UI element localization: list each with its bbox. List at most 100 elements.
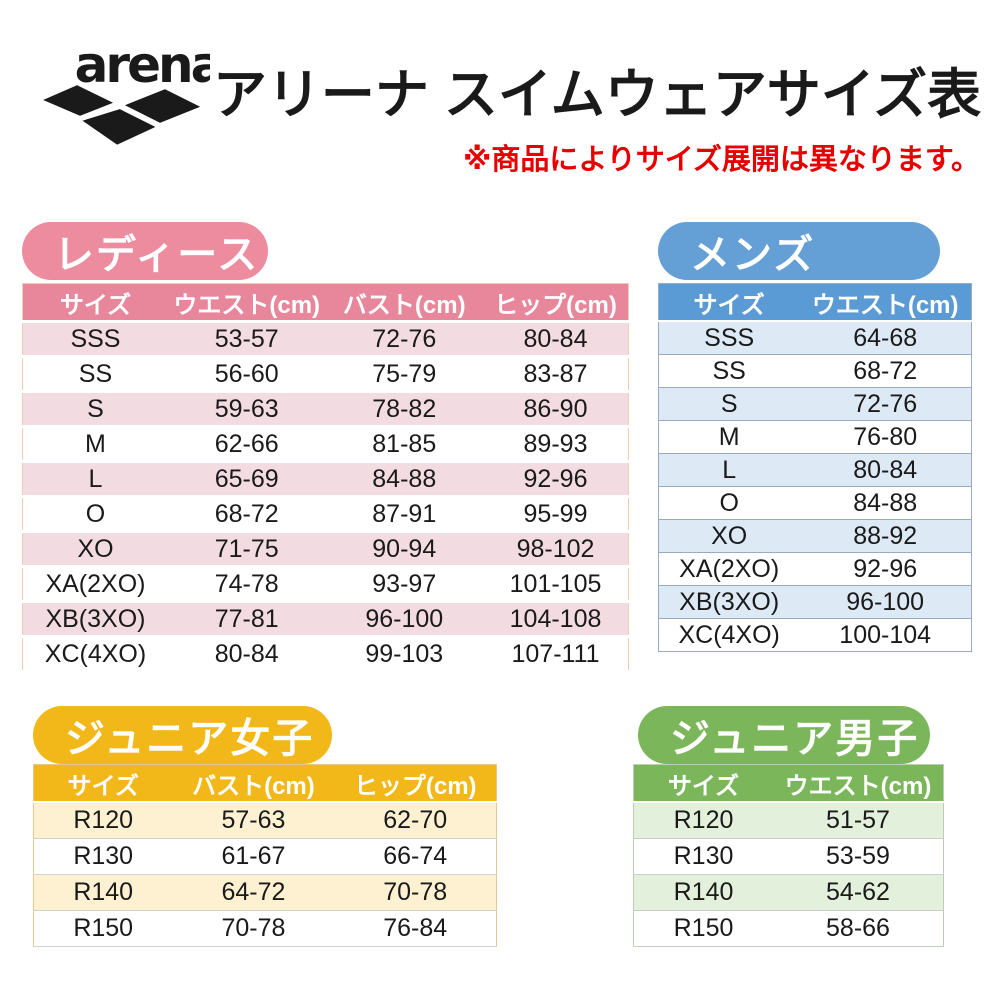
measurement-cell: 101-105 (509, 569, 602, 598)
measurement-cell: 95-99 (523, 499, 588, 528)
page-title: アリーナ スイムウェアサイズ表 (212, 65, 982, 125)
table-row: R120 57-63 62-70 (33, 802, 497, 839)
size-cell: XB(3XO) (679, 587, 780, 616)
measurement-cell: 83-87 (523, 359, 588, 388)
measurement-cell: 93-97 (372, 569, 437, 598)
table-row: M 76-80 (658, 421, 972, 454)
table-row: R130 61-67 66-74 (33, 839, 497, 875)
disclaimer-note: ※商品によりサイズ展開は異なります。 (463, 144, 980, 176)
measurement-cell: 89-93 (523, 429, 588, 458)
badge-junior-boys: ジュニア男子 (638, 706, 930, 764)
table-row: XA(2XO) 74-78 93-97 101-105 (22, 567, 629, 602)
header-row: サイズ ウエスト(cm) (633, 764, 944, 803)
measurement-cell: 65-69 (214, 464, 279, 493)
measurement-cell: 86-90 (523, 394, 588, 423)
column-header: ヒップ(cm) (334, 764, 497, 803)
table-row: XB(3XO) 96-100 (658, 585, 972, 619)
measurement-cell: 77-81 (214, 604, 279, 633)
junior-boys-size-table: サイズ ウエスト(cm) R120 51-57 R130 53-59 R140 54-62 R1… (633, 764, 944, 947)
size-cell: R150 (73, 914, 134, 942)
table-row: O 84-88 (658, 487, 972, 520)
measurement-cell: 96-100 (846, 587, 925, 616)
column-header: サイズ (33, 764, 173, 803)
measurement-cell: 72-76 (372, 324, 437, 353)
size-cell: XC(4XO) (678, 620, 780, 649)
column-header: バスト(cm) (172, 764, 335, 803)
measurement-cell: 68-72 (214, 499, 279, 528)
measurement-cell: 99-103 (365, 639, 444, 668)
mens-size-table: サイズ ウエスト(cm) SSS 64-68 SS 68-72 S 72-76 M 76-80 L 8… (658, 283, 972, 652)
table-row: R150 70-78 76-84 (33, 911, 497, 947)
column-header: サイズ (22, 283, 168, 323)
table-row: SSS 64-68 (658, 321, 972, 355)
size-cell: SSS (704, 323, 755, 352)
header-row: サイズ ウエスト(cm) バスト(cm) ヒップ(cm) (22, 283, 629, 323)
measurement-cell: 64-68 (853, 323, 918, 352)
measurement-cell: 51-57 (826, 806, 890, 834)
measurement-cell: 58-66 (826, 914, 890, 942)
column-header: ヒップ(cm) (483, 283, 629, 323)
measurement-cell: 100-104 (839, 620, 932, 649)
measurement-cell: 70-78 (221, 914, 286, 942)
table-row: SS 56-60 75-79 83-87 (22, 357, 629, 392)
size-cell: L (88, 464, 103, 493)
table-row: R120 51-57 (633, 802, 944, 839)
column-header: ウエスト(cm) (167, 283, 326, 323)
size-cell: M (85, 429, 106, 458)
measurement-cell: 84-88 (853, 488, 918, 517)
size-cell: R130 (673, 842, 734, 870)
measurement-cell: 59-63 (214, 394, 279, 423)
size-cell: O (719, 488, 739, 517)
measurement-cell: 98-102 (516, 534, 595, 563)
measurement-cell: 80-84 (853, 455, 918, 484)
measurement-cell: 90-94 (372, 534, 437, 563)
measurement-cell: 61-67 (221, 842, 286, 870)
size-cell: R120 (73, 806, 134, 834)
size-cell: S (720, 389, 738, 418)
table-row: XO 71-75 90-94 98-102 (22, 531, 629, 567)
table-row: XC(4XO) 100-104 (658, 619, 972, 652)
size-cell: R150 (673, 914, 734, 942)
measurement-cell: 53-57 (214, 324, 279, 353)
table-row: R140 64-72 70-78 (33, 874, 497, 911)
measurement-cell: 78-82 (372, 394, 437, 423)
column-header: ウエスト(cm) (799, 283, 972, 322)
size-cell: XB(3XO) (45, 604, 146, 633)
column-header: サイズ (658, 283, 800, 322)
measurement-cell: 92-96 (523, 464, 588, 493)
measurement-cell: 80-84 (214, 639, 279, 668)
table-row: XB(3XO) 77-81 96-100 104-108 (22, 601, 629, 637)
column-header: バスト(cm) (325, 283, 484, 323)
measurement-cell: 92-96 (853, 554, 918, 583)
measurement-cell: 70-78 (383, 878, 448, 906)
measurement-cell: 66-74 (383, 842, 448, 870)
table-row: S 59-63 78-82 86-90 (22, 391, 629, 427)
measurement-cell: 54-62 (826, 878, 890, 906)
size-cell: O (85, 499, 106, 528)
arena-diamonds-icon (32, 80, 210, 150)
measurement-cell: 56-60 (214, 359, 279, 388)
measurement-cell: 75-79 (372, 359, 437, 388)
measurement-cell: 57-63 (221, 806, 286, 834)
arena-logo-graphic: arena (32, 36, 224, 150)
measurement-cell: 84-88 (372, 464, 437, 493)
size-cell: XO (711, 521, 748, 550)
table-row: R150 58-66 (633, 911, 944, 947)
measurement-cell: 104-108 (509, 604, 602, 633)
measurement-cell: 88-92 (853, 521, 918, 550)
table-row: M 62-66 81-85 89-93 (22, 427, 629, 462)
measurement-cell: 53-59 (826, 842, 890, 870)
column-header: サイズ (633, 764, 773, 803)
table-row: R130 53-59 (633, 839, 944, 875)
table-row: SS 68-72 (658, 355, 972, 388)
badge-mens: メンズ (658, 222, 940, 280)
badge-ladies: レディース (22, 222, 268, 280)
measurement-cell: 62-66 (214, 429, 279, 458)
size-cell: XO (77, 534, 114, 563)
table-row: SSS 53-57 72-76 80-84 (22, 321, 629, 357)
measurement-cell: 72-76 (853, 389, 918, 418)
arena-wordmark: arena (75, 36, 210, 94)
measurement-cell: 76-84 (383, 914, 448, 942)
measurement-cell: 107-111 (511, 639, 600, 668)
